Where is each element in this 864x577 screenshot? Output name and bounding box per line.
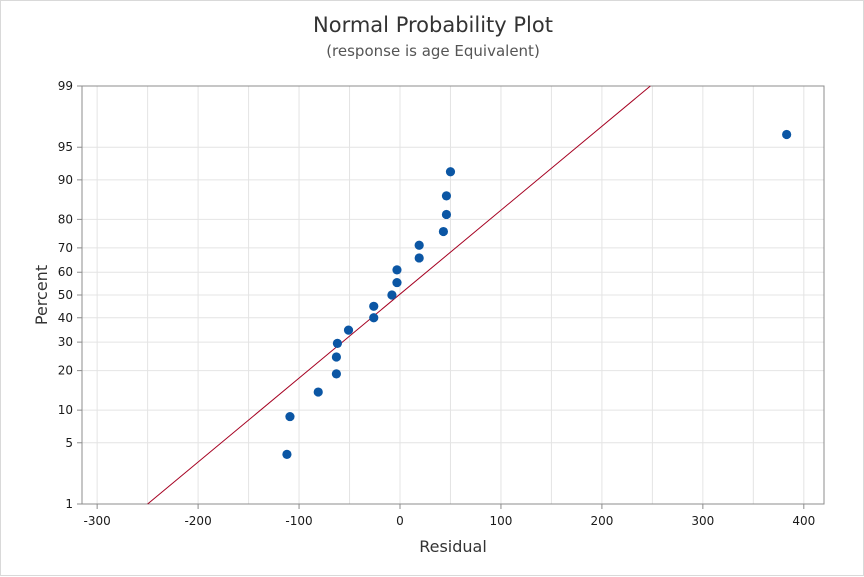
grid-lines bbox=[82, 85, 824, 505]
y-tick-label: 1 bbox=[65, 497, 73, 511]
x-tick-label: -200 bbox=[184, 514, 211, 528]
y-tick-label: 99 bbox=[58, 79, 73, 93]
x-axis-title: Residual bbox=[419, 537, 487, 556]
x-tick-label: -100 bbox=[285, 514, 312, 528]
data-point bbox=[282, 449, 292, 460]
data-point bbox=[438, 226, 449, 237]
data-point bbox=[782, 129, 792, 140]
data-point bbox=[414, 253, 424, 263]
y-tick-label: 90 bbox=[58, 173, 73, 187]
data-point bbox=[441, 191, 452, 201]
data-point bbox=[331, 352, 341, 362]
data-point bbox=[313, 387, 323, 397]
x-tick-label: 400 bbox=[792, 514, 815, 528]
y-axis-title: Percent bbox=[32, 265, 51, 325]
data-point bbox=[441, 209, 452, 220]
y-tick-label: 70 bbox=[58, 241, 73, 255]
data-point bbox=[285, 411, 295, 422]
y-tick-label: 40 bbox=[58, 311, 73, 325]
chart-subtitle: (response is age Equivalent) bbox=[326, 42, 540, 60]
x-tick-label: -300 bbox=[84, 514, 111, 528]
y-tick-label: 30 bbox=[58, 335, 73, 349]
x-tick-label: 100 bbox=[489, 514, 512, 528]
data-point bbox=[331, 369, 341, 379]
data-point bbox=[392, 277, 402, 288]
y-tick-label: 95 bbox=[58, 140, 73, 154]
data-point bbox=[387, 290, 397, 300]
chart-title: Normal Probability Plot bbox=[313, 13, 553, 37]
data-point bbox=[392, 265, 402, 275]
data-point bbox=[369, 301, 379, 311]
y-tick-label: 20 bbox=[58, 364, 73, 378]
y-tick-label: 10 bbox=[58, 403, 73, 417]
y-tick-label: 5 bbox=[65, 436, 73, 450]
data-point bbox=[369, 313, 379, 323]
y-tick-label: 80 bbox=[58, 212, 73, 226]
x-tick-label: 300 bbox=[691, 514, 714, 528]
data-points bbox=[282, 129, 792, 460]
y-tick-label: 60 bbox=[58, 265, 73, 279]
axis-ticks: -300 -200 -100 0 100 200 300 400 1 5 10 20 30 40 50 60 7… bbox=[58, 79, 816, 528]
y-tick-label: 50 bbox=[58, 288, 73, 302]
fit-line bbox=[147, 85, 651, 505]
x-tick-label: 0 bbox=[396, 514, 404, 528]
data-point bbox=[343, 325, 354, 335]
data-point bbox=[445, 167, 456, 177]
data-point bbox=[332, 338, 343, 349]
data-point bbox=[414, 240, 424, 250]
x-tick-label: 200 bbox=[590, 514, 613, 528]
